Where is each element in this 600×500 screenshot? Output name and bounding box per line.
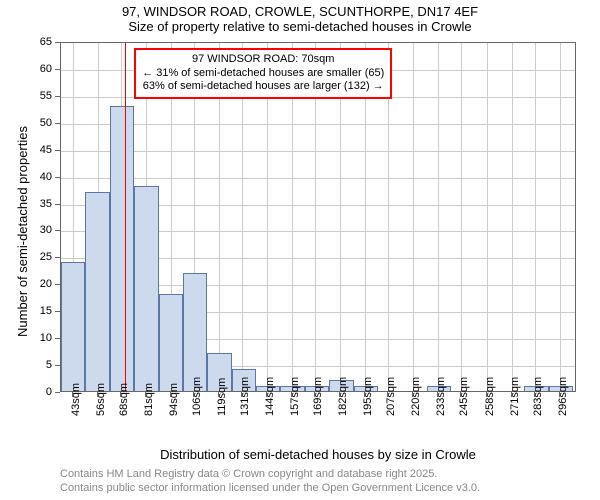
xtick-label: 207sqm <box>385 408 397 416</box>
histogram-bar <box>183 273 207 391</box>
ytick-mark <box>55 150 60 151</box>
ytick-mark <box>55 42 60 43</box>
gridline-h <box>61 124 575 125</box>
ytick-label: 30 <box>32 224 52 236</box>
xtick-label: 119sqm <box>216 408 228 416</box>
histogram-bar <box>159 294 183 391</box>
xtick-label: 169sqm <box>312 408 324 416</box>
xtick-label: 68sqm <box>118 408 130 416</box>
xtick-label: 233sqm <box>435 408 447 416</box>
xtick-label: 195sqm <box>362 408 374 416</box>
xtick-label: 258sqm <box>484 408 496 416</box>
xtick-label: 283sqm <box>532 408 544 416</box>
ytick-mark <box>55 230 60 231</box>
ytick-mark <box>55 257 60 258</box>
xtick-label: 56sqm <box>95 408 107 416</box>
ytick-mark <box>55 177 60 178</box>
ytick-label: 40 <box>32 171 52 183</box>
y-axis-label: Number of semi-detached properties <box>15 126 30 337</box>
ytick-mark <box>55 392 60 393</box>
ytick-label: 60 <box>32 63 52 75</box>
histogram-bar <box>61 262 85 391</box>
histogram-bar <box>110 106 134 391</box>
xtick-label: 94sqm <box>168 408 180 416</box>
gridline-v <box>560 43 561 391</box>
ytick-label: 50 <box>32 117 52 129</box>
ytick-label: 0 <box>32 386 52 398</box>
credits-line2: Contains public sector information licen… <box>60 482 480 496</box>
credits-block: Contains HM Land Registry data © Crown c… <box>60 468 480 496</box>
xtick-label: 43sqm <box>70 408 82 416</box>
ytick-label: 35 <box>32 198 52 210</box>
annotation-box: 97 WINDSOR ROAD: 70sqm← 31% of semi-deta… <box>134 48 392 99</box>
ytick-mark <box>55 69 60 70</box>
gridline-h <box>61 151 575 152</box>
histogram-bar <box>134 186 158 391</box>
gridline-v <box>535 43 536 391</box>
xtick-label: 182sqm <box>337 408 349 416</box>
ytick-label: 25 <box>32 251 52 263</box>
ytick-mark <box>55 338 60 339</box>
ytick-mark <box>55 123 60 124</box>
annotation-line2: ← 31% of semi-detached houses are smalle… <box>142 67 384 81</box>
gridline-h <box>61 178 575 179</box>
annotation-line1: 97 WINDSOR ROAD: 70sqm <box>142 53 384 67</box>
ytick-label: 5 <box>32 359 52 371</box>
ytick-label: 15 <box>32 305 52 317</box>
ytick-label: 65 <box>32 36 52 48</box>
ytick-mark <box>55 284 60 285</box>
chart-title-main: 97, WINDSOR ROAD, CROWLE, SCUNTHORPE, DN… <box>0 4 600 19</box>
ytick-mark <box>55 365 60 366</box>
xtick-label: 296sqm <box>557 408 569 416</box>
ytick-mark <box>55 204 60 205</box>
xtick-label: 106sqm <box>191 408 203 416</box>
xtick-label: 245sqm <box>458 408 470 416</box>
histogram-bar <box>85 192 109 391</box>
ytick-label: 55 <box>32 90 52 102</box>
chart-title-sub: Size of property relative to semi-detach… <box>0 19 600 34</box>
x-axis-label: Distribution of semi-detached houses by … <box>60 447 576 462</box>
chart-title-block: 97, WINDSOR ROAD, CROWLE, SCUNTHORPE, DN… <box>0 4 600 34</box>
xtick-label: 220sqm <box>410 408 422 416</box>
xtick-label: 81sqm <box>143 408 155 416</box>
ytick-mark <box>55 311 60 312</box>
gridline-v <box>512 43 513 391</box>
xtick-label: 144sqm <box>264 408 276 416</box>
ytick-label: 10 <box>32 332 52 344</box>
gridline-v <box>487 43 488 391</box>
gridline-v <box>438 43 439 391</box>
gridline-v <box>461 43 462 391</box>
xtick-label: 271sqm <box>509 408 521 416</box>
ytick-label: 20 <box>32 278 52 290</box>
xtick-label: 157sqm <box>289 408 301 416</box>
credits-line1: Contains HM Land Registry data © Crown c… <box>60 468 480 482</box>
gridline-v <box>413 43 414 391</box>
marker-line <box>125 43 126 391</box>
ytick-mark <box>55 96 60 97</box>
plot-area: 97 WINDSOR ROAD: 70sqm← 31% of semi-deta… <box>60 42 576 392</box>
annotation-line3: 63% of semi-detached houses are larger (… <box>142 80 384 94</box>
xtick-label: 131sqm <box>239 408 251 416</box>
ytick-label: 45 <box>32 144 52 156</box>
